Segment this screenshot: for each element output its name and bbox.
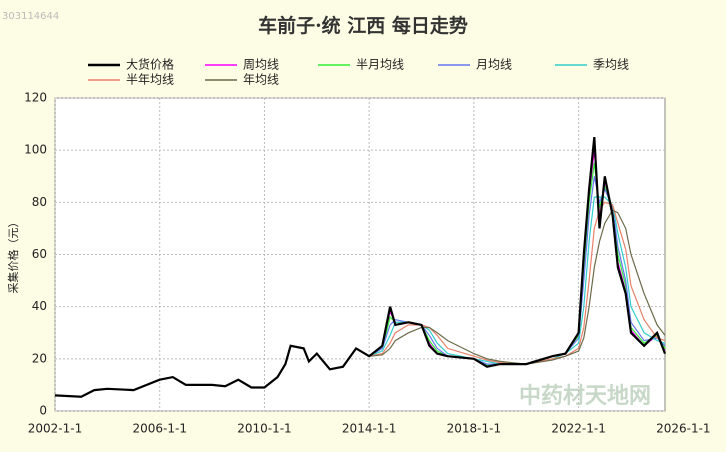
- y-tick-label: 40: [32, 299, 47, 313]
- x-tick-label: 2010-1-1: [237, 422, 291, 436]
- y-tick-label: 0: [39, 404, 47, 418]
- legend-label: 半月均线: [356, 58, 404, 72]
- y-tick-label: 80: [32, 195, 47, 209]
- legend-label: 年均线: [243, 73, 279, 87]
- series-line: [54, 136, 667, 398]
- y-tick-label: 20: [32, 351, 47, 365]
- x-tick-label: 2002-1-1: [28, 422, 82, 436]
- x-tick-label: 2026-1-1: [656, 422, 710, 436]
- chart-title: 车前子·统 江西 每日走势: [258, 14, 468, 37]
- x-tick-label: 2006-1-1: [132, 422, 186, 436]
- legend-label: 月均线: [476, 58, 512, 72]
- legend-label: 周均线: [243, 58, 279, 72]
- logo-watermark: 中药材天地网: [519, 384, 651, 409]
- legend-label: 半年均线: [126, 73, 174, 87]
- x-tick-label: 2022-1-1: [551, 422, 605, 436]
- legend-label: 大货价格: [126, 57, 174, 72]
- legend-label: 季均线: [593, 58, 629, 72]
- x-tick-label: 2014-1-1: [342, 422, 396, 436]
- y-axis-label: 采集价格（元）: [6, 217, 20, 294]
- series-line: [369, 201, 666, 365]
- y-tick-label: 100: [24, 143, 47, 157]
- y-tick-label: 60: [32, 247, 47, 261]
- series-line: [369, 209, 666, 365]
- y-tick-label: 120: [24, 91, 47, 105]
- x-tick-label: 2018-1-1: [447, 422, 501, 436]
- watermark: 303114644: [2, 11, 59, 22]
